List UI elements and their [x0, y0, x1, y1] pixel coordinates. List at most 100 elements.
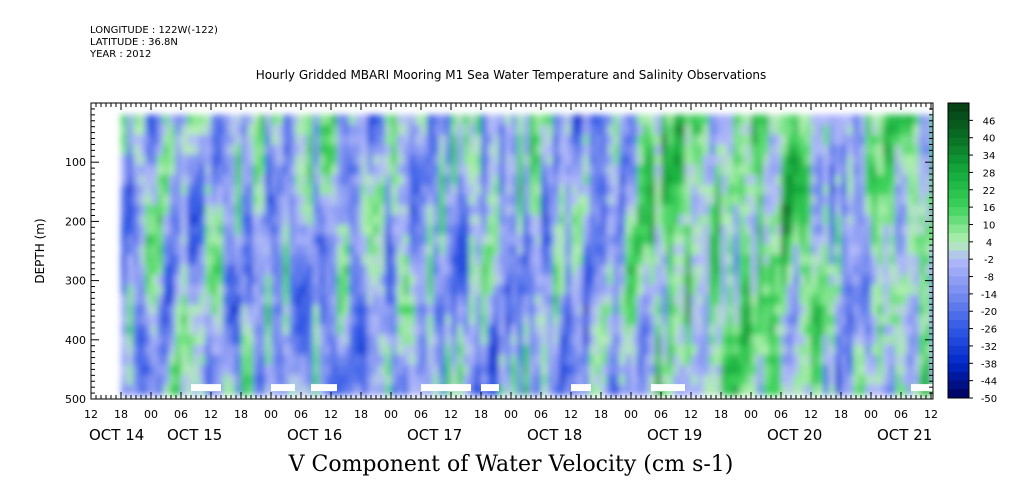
heat-cell — [487, 324, 494, 336]
heat-cell — [169, 214, 176, 226]
heat-cell — [613, 114, 620, 126]
heat-cell — [781, 194, 788, 206]
heat-cell — [493, 304, 500, 316]
heat-cell — [229, 254, 236, 266]
heat-cell — [145, 134, 152, 146]
heat-cell — [511, 164, 518, 176]
heat-cell — [379, 314, 386, 326]
heat-cell — [277, 194, 284, 206]
heat-cell — [217, 184, 224, 196]
heat-cell — [601, 334, 608, 346]
heat-cell — [121, 294, 128, 306]
heat-cell — [787, 254, 794, 266]
heat-cell — [235, 344, 242, 356]
heat-cell — [259, 284, 266, 296]
heat-cell — [247, 334, 254, 346]
heat-cell — [367, 294, 374, 306]
heat-cell — [427, 184, 434, 196]
heat-cell — [415, 344, 422, 356]
heat-cell — [373, 274, 380, 286]
colorbar-segment — [948, 293, 969, 304]
heat-cell — [505, 314, 512, 326]
heat-cell — [775, 214, 782, 226]
heat-cell — [295, 254, 302, 266]
heat-cell — [565, 204, 572, 216]
heat-cell — [817, 224, 824, 236]
heat-cell — [619, 354, 626, 366]
heat-cell — [151, 274, 158, 286]
heat-cell — [541, 134, 548, 146]
heat-cell — [223, 344, 230, 356]
colorbar-tick-label: 4 — [986, 238, 992, 249]
heat-cell — [415, 294, 422, 306]
heat-cell — [241, 144, 248, 156]
heat-cell — [895, 304, 902, 316]
heat-cell — [619, 274, 626, 286]
heat-cell — [829, 174, 836, 186]
heat-cell — [319, 334, 326, 346]
heat-cell — [589, 234, 596, 246]
heat-cell — [493, 254, 500, 266]
heat-cell — [781, 144, 788, 156]
heat-cell — [817, 254, 824, 266]
heat-cell — [337, 184, 344, 196]
heat-cell — [883, 114, 890, 126]
heat-cell — [271, 344, 278, 356]
heat-cell — [841, 244, 848, 256]
heat-cell — [265, 234, 272, 246]
heat-cell — [871, 314, 878, 326]
heat-cell — [817, 334, 824, 346]
heat-cell — [367, 224, 374, 236]
heat-cell — [919, 194, 926, 206]
heat-cell — [385, 354, 392, 366]
heat-cell — [727, 284, 734, 296]
heat-cell — [901, 264, 908, 276]
heat-cell — [127, 264, 134, 276]
heat-cell — [799, 184, 806, 196]
heat-cell — [133, 344, 140, 356]
heat-cell — [331, 294, 338, 306]
heat-cell — [487, 144, 494, 156]
heat-cell — [745, 194, 752, 206]
heat-cell — [751, 244, 758, 256]
heat-cell — [343, 194, 350, 206]
heat-cell — [523, 224, 530, 236]
heat-cell — [505, 334, 512, 346]
heat-cell — [127, 194, 134, 206]
heat-cell — [613, 344, 620, 356]
heat-cell — [607, 364, 614, 376]
heat-cell — [433, 244, 440, 256]
heat-cell — [703, 164, 710, 176]
heat-cell — [175, 214, 182, 226]
heat-cell — [469, 364, 476, 376]
heat-cell — [745, 134, 752, 146]
heat-cell — [229, 144, 236, 156]
heat-cell — [127, 374, 134, 386]
heat-cell — [133, 174, 140, 186]
heat-cell — [535, 124, 542, 136]
heat-cell — [829, 354, 836, 366]
colorbar-segment — [948, 363, 969, 373]
heat-cell — [235, 254, 242, 266]
heat-cell — [313, 154, 320, 166]
heat-cell — [829, 194, 836, 206]
heat-cell — [163, 134, 170, 146]
heat-cell — [697, 264, 704, 276]
heat-cell — [223, 244, 230, 256]
heat-cell — [133, 114, 140, 126]
heat-cell — [499, 334, 506, 346]
heat-cell — [661, 254, 668, 266]
heat-cell — [925, 324, 932, 336]
heat-cell — [499, 164, 506, 176]
heat-cell — [697, 184, 704, 196]
heat-cell — [673, 154, 680, 166]
heat-cell — [271, 354, 278, 366]
heat-cell — [907, 344, 914, 356]
heat-cell — [907, 154, 914, 166]
heat-cell — [187, 144, 194, 156]
heat-cell — [349, 244, 356, 256]
heat-cell — [715, 184, 722, 196]
heat-cell — [769, 334, 776, 346]
heat-cell — [469, 224, 476, 236]
heat-cell — [415, 274, 422, 286]
